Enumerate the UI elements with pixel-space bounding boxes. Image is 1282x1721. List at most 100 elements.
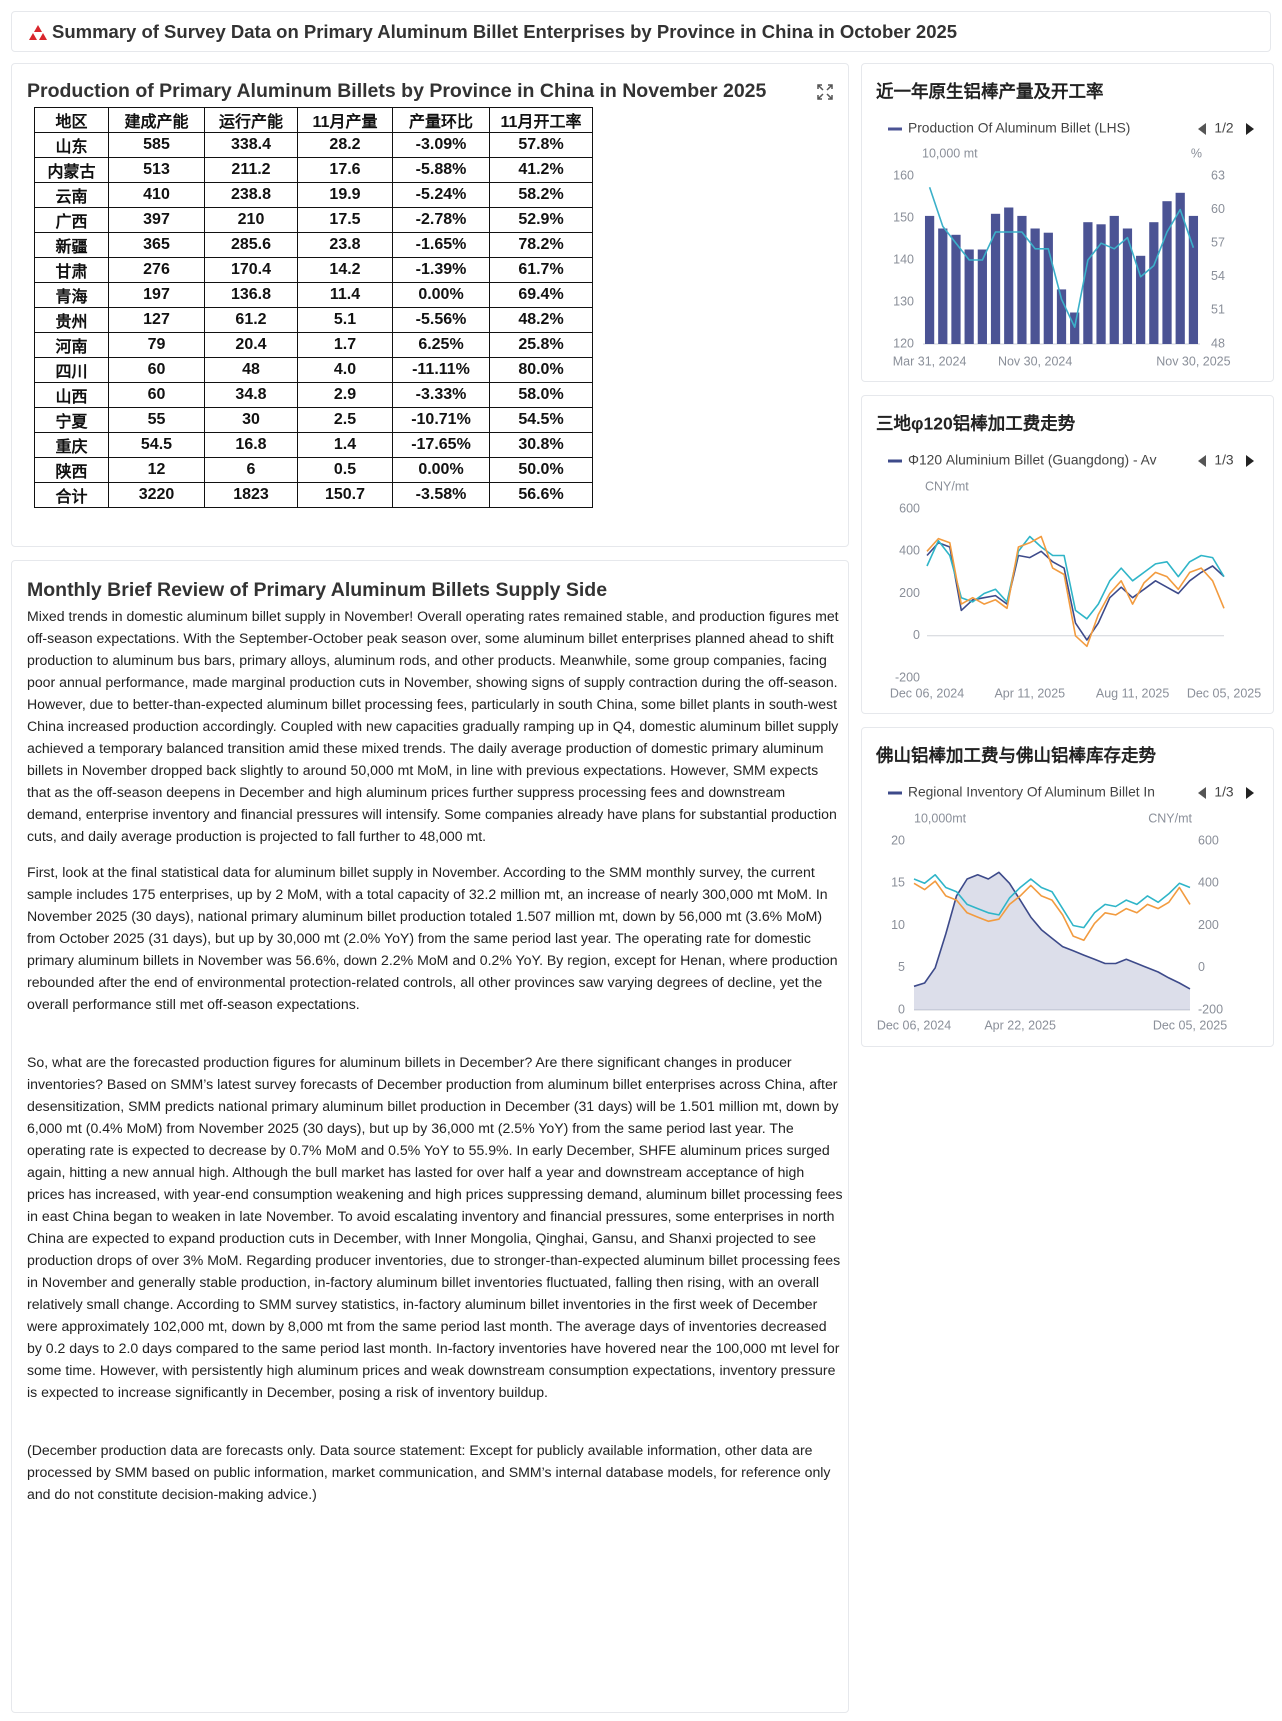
- bar: [1175, 192, 1185, 344]
- y-tick-label: 200: [899, 586, 920, 600]
- y2-tick-label: 60: [1211, 202, 1225, 216]
- x-tick-label: Aug 11, 2025: [1096, 686, 1169, 700]
- table-row: 陕西 12 6 0.5 0.00% 50.0%: [34, 457, 593, 483]
- pager-next[interactable]: [1246, 787, 1254, 799]
- y2-tick-label: 400: [1198, 876, 1219, 890]
- table-title: Production of Primary Aluminum Billets b…: [27, 80, 767, 102]
- chart-panel: 三地φ120铝棒加工费走势 Φ120 Aluminium Billet (Guan…: [861, 395, 1274, 714]
- bar: [1149, 222, 1159, 344]
- y-axis-unit: 10,000mt: [914, 811, 967, 825]
- y-tick-label: 600: [899, 501, 920, 515]
- header-bar: Summary of Survey Data on Primary Alumin…: [11, 11, 1271, 52]
- area-line: [913, 871, 1191, 990]
- table-cell: 136.8: [204, 282, 298, 308]
- table-header-cell: 11月开工率: [489, 107, 593, 133]
- table-cell: -3.33%: [392, 382, 490, 408]
- y2-axis-unit: %: [1191, 146, 1202, 160]
- y2-tick-label: 200: [1198, 918, 1219, 932]
- y-tick-label: 120: [893, 336, 914, 350]
- table-cell: 贵州: [34, 307, 109, 333]
- y2-tick-label: 0: [1198, 960, 1205, 974]
- y-tick-label: 140: [893, 252, 914, 266]
- x-tick-label: Nov 30, 2024: [998, 354, 1072, 368]
- y2-tick-label: 51: [1211, 303, 1225, 317]
- bar: [1070, 312, 1080, 344]
- table-cell: 甘肃: [34, 257, 109, 283]
- y-axis-unit: 10,000 mt: [922, 146, 978, 160]
- chart: 佛山铝棒加工费与佛山铝棒库存走势 Regional Inventory Of Al…: [875, 746, 1254, 1032]
- table-cell: 19.9: [297, 182, 393, 208]
- y2-tick-label: 63: [1211, 168, 1225, 182]
- x-tick-label: Dec 05, 2025: [1153, 1018, 1227, 1032]
- table-cell: 1.7: [297, 332, 393, 358]
- bar: [1162, 201, 1172, 344]
- table-cell: 585: [108, 132, 205, 158]
- table-cell: 新疆: [34, 232, 109, 258]
- table-cell: 41.2%: [489, 157, 593, 183]
- x-tick-label: Dec 06, 2024: [877, 1018, 951, 1032]
- bar: [964, 249, 974, 344]
- table-cell: 54.5: [108, 432, 205, 458]
- table-cell: 60: [108, 382, 205, 408]
- table-cell: 79: [108, 332, 205, 358]
- pager-prev[interactable]: [1198, 455, 1206, 467]
- y-tick-label: 130: [893, 294, 914, 308]
- y-tick-label: 0: [913, 628, 920, 642]
- table-cell: 397: [108, 207, 205, 233]
- table-cell: 57.8%: [489, 132, 593, 158]
- table-cell: 78.2%: [489, 232, 593, 258]
- table-cell: 2.9: [297, 382, 393, 408]
- paragraph: So, what are the forecasted production f…: [27, 1054, 843, 1400]
- legend-page: 1/2: [1214, 121, 1233, 136]
- table-cell: 170.4: [204, 257, 298, 283]
- table-row: 新疆 365 285.6 23.8 -1.65% 78.2%: [34, 232, 593, 258]
- table-cell: 11.4: [297, 282, 393, 308]
- table-cell: 197: [108, 282, 205, 308]
- legend-page: 1/3: [1214, 453, 1234, 468]
- pager-next[interactable]: [1246, 455, 1254, 467]
- bar: [977, 249, 987, 344]
- table-cell: -5.88%: [392, 157, 490, 183]
- pager-next[interactable]: [1246, 123, 1254, 135]
- table-cell: 61.2: [204, 307, 298, 333]
- table-cell: 69.4%: [489, 282, 593, 308]
- table-cell: 276: [108, 257, 205, 283]
- y-tick-label: 10: [891, 918, 905, 932]
- pager-prev[interactable]: [1198, 123, 1206, 135]
- table-cell: 云南: [34, 182, 109, 208]
- y2-tick-label: 57: [1211, 235, 1225, 249]
- table-header-row: 地区 建成产能 运行产能 11月产量 产量环比 11月开工率: [34, 107, 593, 133]
- legend-label: Φ120 Aluminium Billet (Guangdong) - Av: [908, 453, 1157, 468]
- table-cell: -2.78%: [392, 207, 490, 233]
- bar: [938, 228, 948, 344]
- table-cell: -5.24%: [392, 182, 490, 208]
- table-header-cell: 建成产能: [108, 107, 205, 133]
- chart-panel: 佛山铝棒加工费与佛山铝棒库存走势 Regional Inventory Of Al…: [861, 727, 1274, 1047]
- x-tick-label: Mar 31, 2024: [893, 354, 967, 368]
- y2-tick-label: 600: [1198, 833, 1219, 847]
- table-cell: 56.6%: [489, 482, 593, 508]
- table-cell: 338.4: [204, 132, 298, 158]
- table-row: 青海 197 136.8 11.4 0.00% 69.4%: [34, 282, 593, 308]
- table-cell: 合计: [34, 482, 109, 508]
- pager-prev[interactable]: [1198, 787, 1206, 799]
- table-header-cell: 运行产能: [204, 107, 298, 133]
- table-cell: 30: [204, 407, 298, 433]
- table-cell: 14.2: [297, 257, 393, 283]
- expand-button[interactable]: [816, 83, 834, 101]
- line: [926, 535, 1225, 648]
- table-cell: 17.5: [297, 207, 393, 233]
- table-cell: 58.0%: [489, 382, 593, 408]
- table-cell: 16.8: [204, 432, 298, 458]
- table-cell: 285.6: [204, 232, 298, 258]
- paragraph: First, look at the final statistical dat…: [27, 864, 838, 1012]
- table-cell: 4.0: [297, 357, 393, 383]
- bar: [1122, 228, 1133, 344]
- bar: [1030, 228, 1040, 344]
- table-cell: 17.6: [297, 157, 393, 183]
- table-cell: 0.00%: [392, 282, 490, 308]
- area-fill: [914, 872, 1190, 1010]
- table-cell: 6: [204, 457, 298, 483]
- table-cell: 青海: [34, 282, 109, 308]
- table-row: 合计 3220 1823 150.7 -3.58% 56.6%: [34, 482, 593, 508]
